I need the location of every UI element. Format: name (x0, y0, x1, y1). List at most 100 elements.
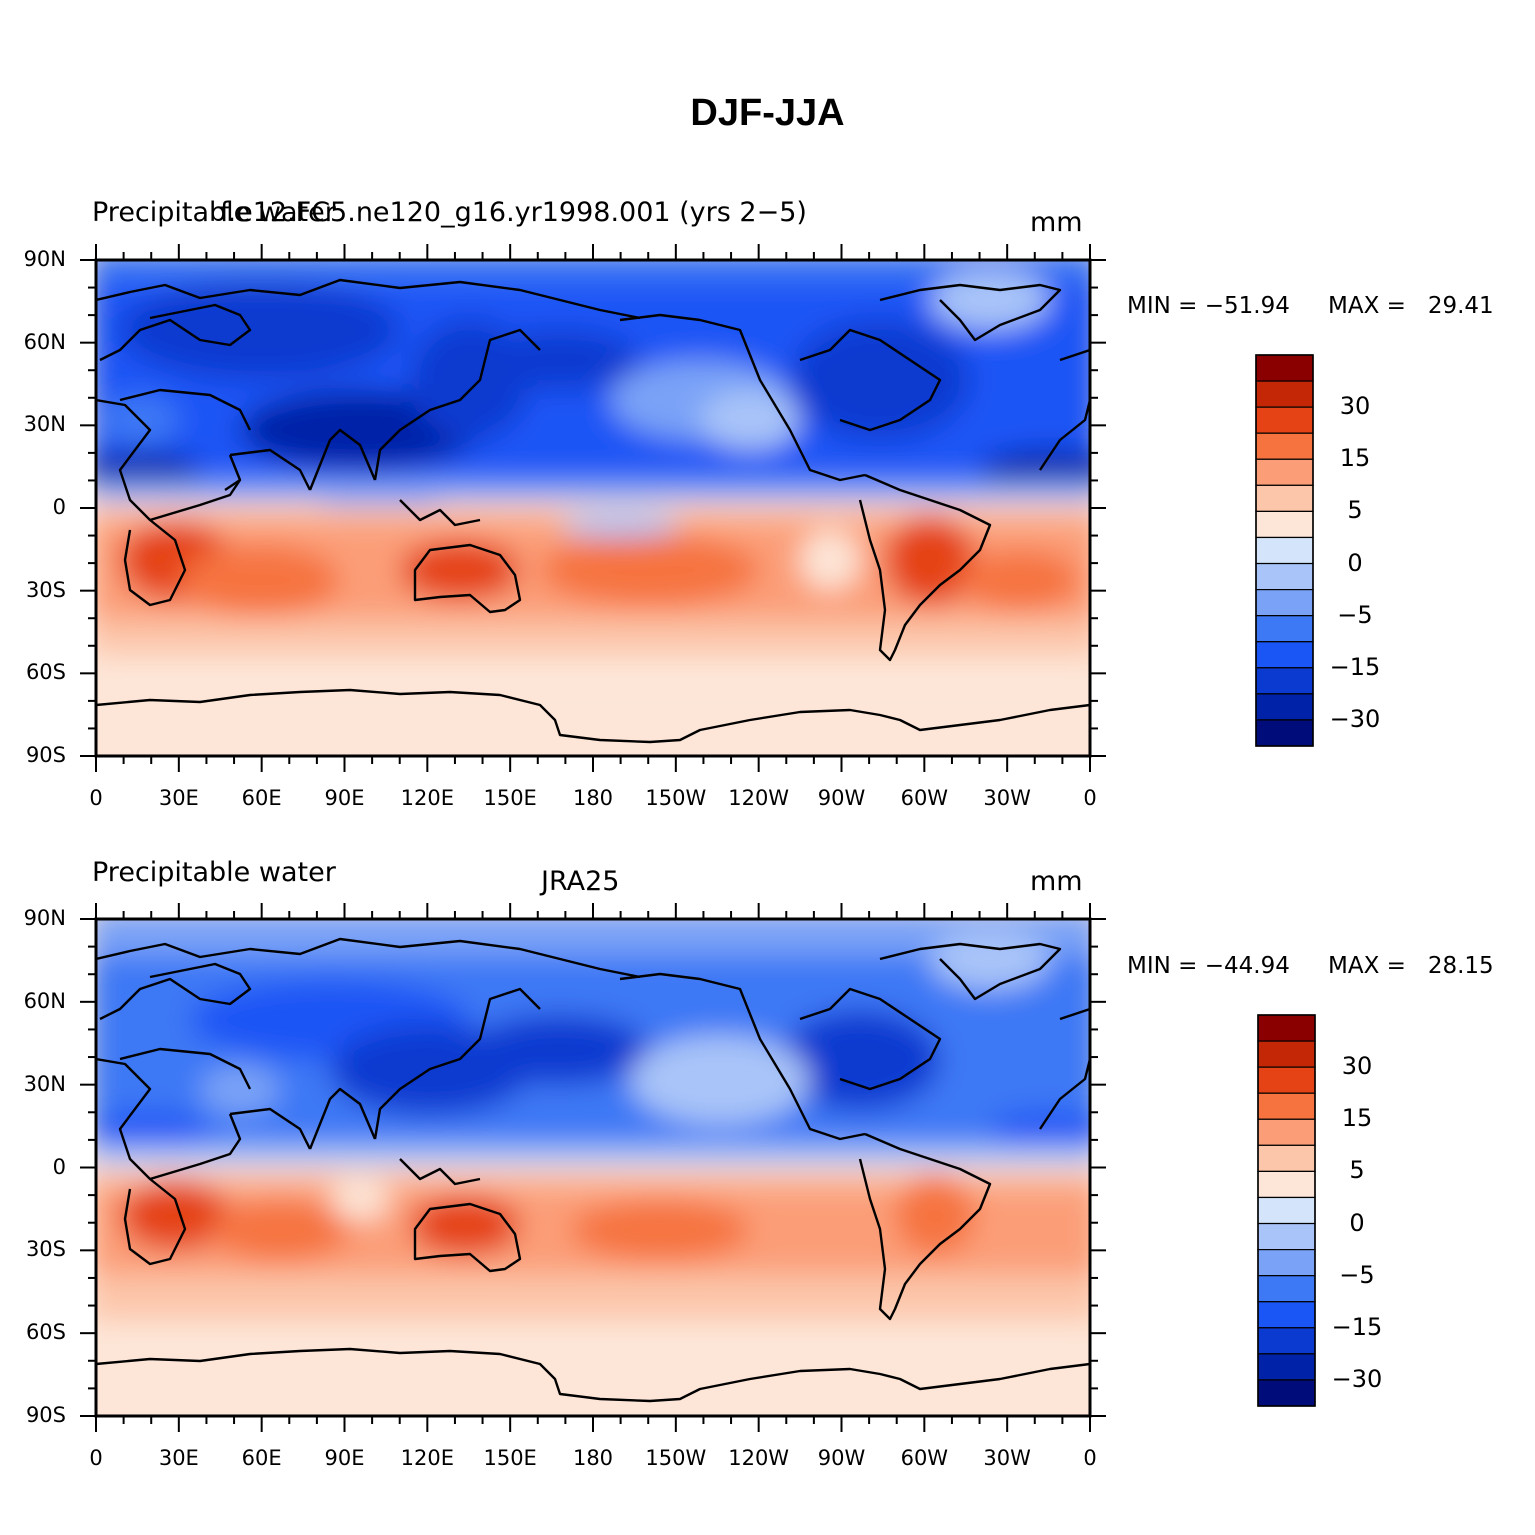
map-panel-obs (96, 919, 1090, 1416)
lat-tick-label: 90N (23, 906, 66, 930)
colorbar-box (1257, 1301, 1316, 1329)
lat-tick-label: 90S (25, 743, 66, 767)
colorbar-box (1257, 1066, 1316, 1094)
colorbar-obs (1257, 1014, 1316, 1407)
lon-tick-label: 30E (158, 1446, 199, 1470)
panel-model-units: mm (1030, 207, 1083, 238)
colorbar-label: 0 (1347, 548, 1363, 577)
panel-model-left-label: Precipitable water (92, 197, 336, 228)
colorbar-box (1257, 1170, 1316, 1199)
colorbar-box (1257, 1092, 1316, 1120)
lat-tick-label: 90N (23, 247, 66, 271)
lon-tick-label: 150W (645, 786, 707, 810)
panel-obs-left-label: Precipitable water (92, 857, 336, 888)
colorbar-box (1257, 1353, 1316, 1381)
colorbar-box (1255, 458, 1314, 486)
lon-tick-label: 0 (1083, 786, 1097, 810)
colorbar-model (1255, 354, 1314, 747)
lon-tick-label: 90W (817, 786, 866, 810)
contour-field-model (96, 260, 1090, 756)
lon-tick-label: 60W (900, 1446, 949, 1470)
colorbar-box (1257, 1327, 1316, 1355)
lat-tick-label: 30N (23, 412, 66, 437)
lon-tick-label: 120W (728, 786, 790, 810)
colorbar-box (1255, 641, 1314, 669)
colorbar-label: −5 (1339, 1260, 1375, 1289)
lat-tick-label: 60N (23, 988, 66, 1013)
lon-tick-label: 120E (400, 1446, 454, 1470)
panel-obs-center-label: JRA25 (541, 866, 620, 897)
lon-tick-label: 120W (728, 1446, 790, 1470)
colorbar-label: 5 (1349, 1156, 1365, 1185)
colorbar-label: −15 (1331, 1312, 1383, 1341)
colorbars (1255, 354, 1316, 1407)
lon-tick-label: 150E (483, 1446, 537, 1470)
lat-tick-label: 60S (25, 1320, 66, 1345)
lon-tick-label: 120E (400, 786, 454, 810)
colorbar-box (1255, 354, 1314, 382)
coastlines-obs (96, 937, 1090, 1403)
lat-tick-label: 0 (52, 1154, 66, 1179)
colorbar-box (1255, 693, 1314, 721)
lat-tick-label: 90S (25, 1403, 66, 1427)
colorbar-label: −5 (1337, 600, 1373, 629)
colorbar-box (1255, 588, 1314, 617)
colorbar-box (1257, 1040, 1316, 1068)
colorbar-box (1257, 1118, 1316, 1146)
colorbar-label: 15 (1341, 1104, 1373, 1133)
colorbar-label: 15 (1339, 444, 1371, 473)
colorbar-box (1255, 615, 1314, 643)
lon-tick-label: 60W (900, 786, 949, 810)
colorbar-label: 30 (1341, 1052, 1373, 1081)
coastlines-model (96, 278, 1090, 744)
colorbar-box (1255, 432, 1314, 460)
lon-tick-label: 90E (324, 1446, 365, 1470)
axes-frame-obs (80, 903, 1106, 1432)
colorbar-box (1255, 719, 1314, 747)
lon-tick-label: 0 (89, 786, 103, 810)
colorbar-box (1255, 380, 1314, 408)
lon-tick-label: 60E (241, 1446, 282, 1470)
lon-tick-label: 180 (572, 1446, 614, 1470)
colorbar-box (1257, 1248, 1316, 1277)
panel-model-min: MIN = −51.94 (1127, 293, 1290, 319)
colorbar-box (1255, 484, 1314, 513)
lat-tick-label: 30S (25, 1237, 66, 1262)
colorbar-box (1257, 1014, 1316, 1042)
lat-tick-label: 60N (23, 329, 66, 354)
colorbar-box (1257, 1222, 1316, 1251)
colorbar-box (1255, 536, 1314, 565)
lon-tick-label: 150E (483, 786, 537, 810)
colorbar-label: −15 (1329, 652, 1381, 681)
colorbar-box (1257, 1196, 1316, 1225)
colorbar-box (1255, 406, 1314, 434)
lat-tick-label: 0 (52, 495, 66, 519)
panel-model-max: MAX = 29.41 (1328, 293, 1494, 319)
lat-tick-label: 30N (23, 1071, 66, 1096)
colorbar-box (1257, 1275, 1316, 1303)
axes-frames (80, 244, 1106, 1432)
axes-frame-model (80, 244, 1106, 772)
figure-title: DJF-JJA (690, 92, 845, 134)
colorbar-box (1255, 562, 1314, 591)
lon-tick-label: 150W (645, 1446, 707, 1470)
lon-tick-label: 30E (158, 786, 199, 810)
lat-tick-label: 30S (25, 577, 66, 602)
colorbar-label: 5 (1347, 496, 1363, 525)
contour-field-obs (96, 919, 1090, 1416)
panel-obs-units: mm (1030, 866, 1083, 897)
lon-tick-label: 30W (983, 786, 1031, 810)
panel-obs-min: MIN = −44.94 (1127, 953, 1290, 979)
colorbar-label: 0 (1349, 1208, 1365, 1237)
colorbar-label: −30 (1329, 704, 1381, 733)
colorbar-box (1255, 510, 1314, 539)
panel-obs-max: MAX = 28.15 (1328, 953, 1494, 979)
lon-tick-label: 0 (1083, 1446, 1097, 1470)
lat-tick-label: 60S (25, 660, 66, 685)
colorbar-box (1255, 667, 1314, 695)
lon-tick-label: 90E (324, 786, 365, 810)
panel-model-center-label: f.e12.FC5.ne120_g16.yr1998.001 (yrs 2−5) (220, 197, 807, 228)
colorbar-label: −30 (1331, 1364, 1383, 1393)
colorbar-box (1257, 1144, 1316, 1173)
